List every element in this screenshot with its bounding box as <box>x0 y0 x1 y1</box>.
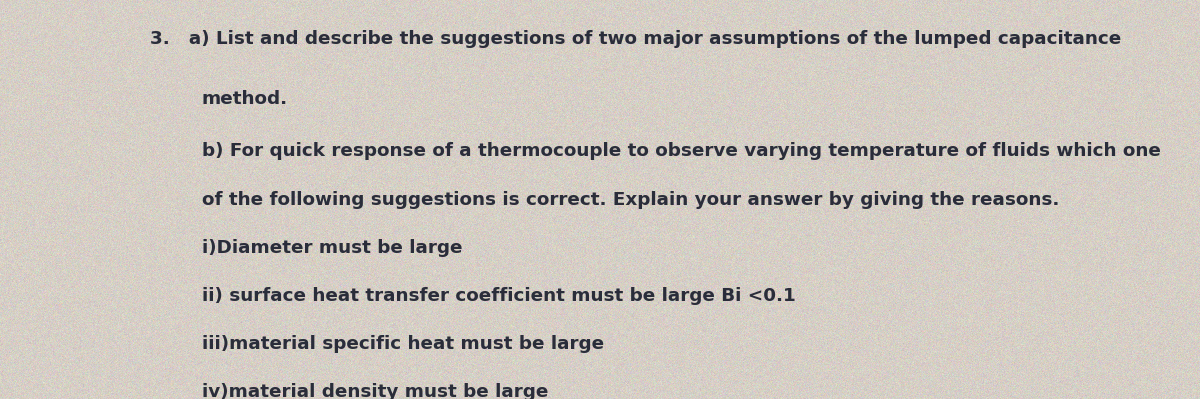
Text: method.: method. <box>202 90 288 108</box>
Text: iv)material density must be large: iv)material density must be large <box>202 383 548 399</box>
Text: b) For quick response of a thermocouple to observe varying temperature of fluids: b) For quick response of a thermocouple … <box>202 142 1160 160</box>
Text: 3.   a) List and describe the suggestions of two major assumptions of the lumped: 3. a) List and describe the suggestions … <box>150 30 1121 48</box>
Text: ii) surface heat transfer coefficient must be large Bi <0.1: ii) surface heat transfer coefficient mu… <box>202 287 796 305</box>
Text: iii)material specific heat must be large: iii)material specific heat must be large <box>202 335 604 353</box>
Text: of the following suggestions is correct. Explain your answer by giving the reaso: of the following suggestions is correct.… <box>202 192 1058 209</box>
Text: i)Diameter must be large: i)Diameter must be large <box>202 239 462 257</box>
